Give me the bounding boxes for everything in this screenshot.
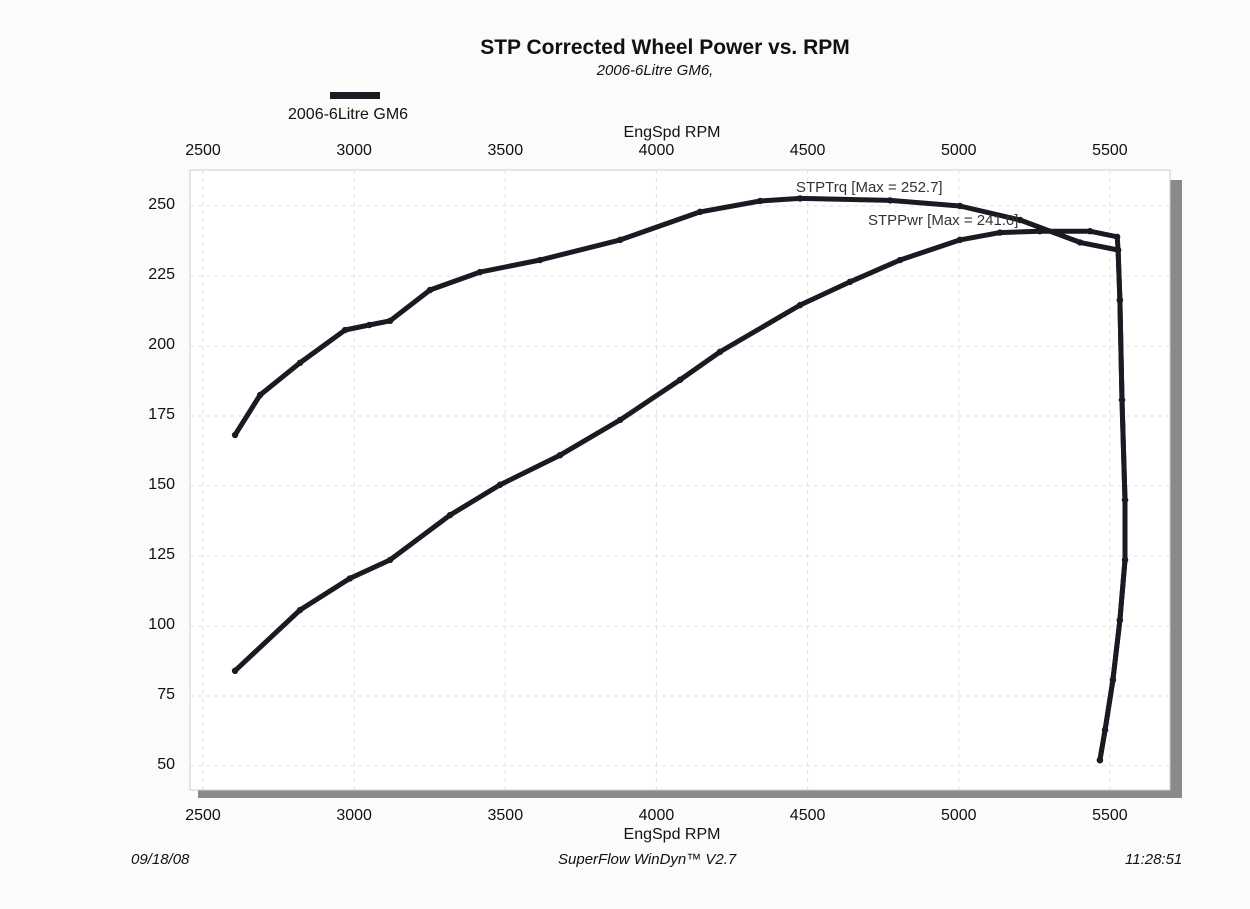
data-point-stppwr xyxy=(896,256,904,264)
chart-subtitle: 2006-6Litre GM6, xyxy=(596,62,714,79)
data-point-stppwr xyxy=(386,556,394,564)
data-point-stppwr xyxy=(716,348,724,356)
y-tick-label: 200 xyxy=(148,336,175,353)
x-tick-label-bottom: 3500 xyxy=(487,807,524,824)
x-tick-label-bottom: 3000 xyxy=(336,807,372,824)
footer-time: 11:28:51 xyxy=(1125,851,1183,868)
data-point-stptrq xyxy=(341,326,349,334)
y-tick-label: 250 xyxy=(148,196,175,213)
data-point-stppwr xyxy=(956,236,964,244)
x-axis-title-bottom: EngSpd RPM xyxy=(623,826,721,843)
y-tick-label: 125 xyxy=(148,546,175,563)
footer-date: 09/18/08 xyxy=(131,851,190,868)
torque-max-annotation: STPTrq [Max = 252.7] xyxy=(796,179,943,196)
data-point-stptrq xyxy=(1016,216,1024,224)
legend-label: 2006-6Litre GM6 xyxy=(288,106,409,123)
data-point-stppwr xyxy=(796,301,804,309)
data-point-stptrq xyxy=(296,359,304,366)
y-tick-label: 175 xyxy=(148,406,175,423)
data-point-stppwr xyxy=(1101,726,1109,734)
data-point-stptrq xyxy=(426,286,434,294)
data-point-stppwr xyxy=(1116,296,1124,304)
data-point-stppwr xyxy=(1109,676,1117,684)
data-point-stptrq xyxy=(476,268,484,276)
data-point-stptrq xyxy=(886,197,894,204)
data-point-stppwr xyxy=(231,667,239,674)
y-tick-label: 75 xyxy=(157,686,175,703)
data-point-stptrq xyxy=(1076,239,1084,246)
chart-title: STP Corrected Wheel Power vs. RPM xyxy=(480,36,850,59)
data-point-stppwr xyxy=(996,229,1004,236)
y-tick-label: 225 xyxy=(148,266,175,283)
data-point-stppwr xyxy=(1121,556,1129,564)
x-tick-label-bottom: 2500 xyxy=(185,807,221,824)
data-point-stptrq xyxy=(536,256,544,264)
x-axis-title-top: EngSpd RPM xyxy=(623,124,721,141)
x-tick-label-top: 4000 xyxy=(638,142,675,159)
y-tick-label: 50 xyxy=(157,756,175,773)
data-point-stptrq xyxy=(256,391,264,399)
data-point-stppwr xyxy=(1036,228,1043,235)
data-point-stppwr xyxy=(496,481,504,489)
x-tick-label-top: 5500 xyxy=(1092,142,1128,159)
data-point-stptrq xyxy=(796,195,804,202)
x-tick-label-bottom: 4500 xyxy=(789,807,826,824)
plot-frame xyxy=(189,169,1171,791)
data-point-stptrq xyxy=(696,208,704,216)
data-point-stppwr xyxy=(676,376,684,384)
x-tick-label-bottom: 5500 xyxy=(1092,807,1128,824)
x-tick-label-top: 4500 xyxy=(789,142,826,159)
data-point-stppwr xyxy=(1086,228,1094,235)
x-tick-label-bottom: 4000 xyxy=(638,807,675,824)
x-tick-label-bottom: 5000 xyxy=(940,807,977,824)
data-point-stptrq xyxy=(616,236,624,244)
data-point-stppwr xyxy=(1121,496,1129,504)
data-point-stppwr xyxy=(1114,246,1122,254)
footer-software: SuperFlow WinDyn™ V2.7 xyxy=(558,851,737,868)
data-point-stppwr xyxy=(616,416,624,424)
data-point-stptrq xyxy=(386,317,394,324)
data-point-stptrq xyxy=(231,431,239,439)
legend-swatch xyxy=(330,92,380,99)
data-point-stptrq xyxy=(756,197,764,205)
data-point-stptrq xyxy=(366,321,373,329)
power-max-annotation: STPPwr [Max = 241.0] xyxy=(868,212,1019,229)
data-point-stptrq xyxy=(956,202,964,210)
data-point-stppwr xyxy=(446,511,454,519)
x-tick-label-top: 2500 xyxy=(185,142,221,159)
y-tick-label: 150 xyxy=(148,476,175,493)
x-tick-label-top: 5000 xyxy=(940,142,977,159)
data-point-stppwr xyxy=(556,452,564,459)
data-point-stppwr xyxy=(846,278,854,286)
data-point-stppwr xyxy=(1113,233,1121,240)
x-tick-label-top: 3500 xyxy=(487,142,524,159)
data-point-stppwr xyxy=(296,606,304,614)
data-point-stppwr xyxy=(1116,616,1124,624)
data-point-stppwr xyxy=(1118,396,1126,404)
y-tick-label: 100 xyxy=(148,616,175,633)
data-point-stppwr xyxy=(346,575,354,582)
x-tick-label-top: 3000 xyxy=(336,142,372,159)
data-point-stppwr xyxy=(1096,756,1104,764)
